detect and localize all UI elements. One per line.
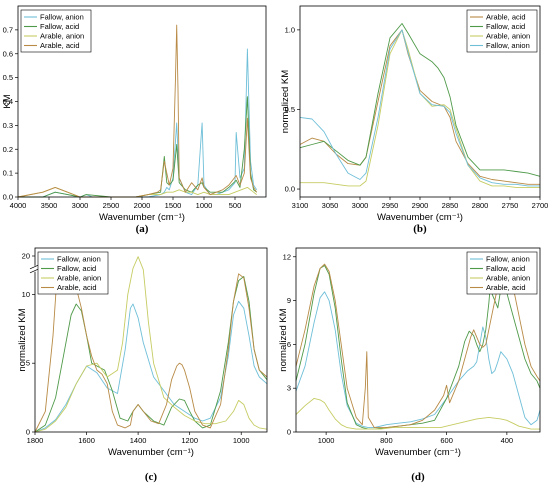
x-tick-label: 1500 [165, 201, 182, 210]
y-tick-label: 0.3 [3, 121, 13, 130]
y-tick-label: 0.1 [3, 169, 13, 178]
y-tick-label: 0.5 [285, 105, 295, 114]
x-tick-label: 4000 [10, 201, 27, 210]
y-tick-label: 0.0 [3, 193, 13, 202]
x-tick-label: 2900 [412, 201, 429, 210]
y-tick-label: 1.0 [285, 25, 295, 34]
x-tick-label: 3100 [292, 201, 309, 210]
y-tick-label: 0 [287, 428, 291, 437]
series-line-arable-acid [299, 29, 540, 185]
x-tick-label: 2000 [134, 201, 151, 210]
x-tick-label: 3000 [72, 201, 89, 210]
x-axis-label: Wavenumber (cm⁻¹) [108, 447, 194, 458]
series-line-fallow-anion [18, 48, 258, 198]
x-tick-label: 1800 [27, 436, 44, 445]
x-tick-label: 1400 [130, 436, 147, 445]
chart-panel-d: 1000 800 600 400 0 3 6 9 12 Wavenumber (cm⁻¹) norm… [278, 247, 541, 483]
x-tick-label: 2950 [382, 201, 399, 210]
axis-break-mark [29, 264, 40, 270]
x-axis-label: Wavenumber (cm⁻¹) [99, 212, 185, 223]
chart-panel-c: 1800 1600 1400 1200 1000 0 5 10 20 Wavenumber (cm… [17, 247, 268, 483]
x-tick-label: 1000 [233, 436, 250, 445]
x-tick-label: 2700 [532, 201, 549, 210]
legend-entry: Fallow, anion [486, 41, 530, 50]
y-tick-label: 0.2 [3, 145, 13, 154]
y-axis-label: KM [2, 94, 13, 108]
legend-entry: Fallow, anion [40, 13, 84, 22]
x-tick-label: 2800 [472, 201, 489, 210]
series-line-fallow-anion [299, 29, 540, 187]
x-tick-label: 400 [501, 436, 514, 445]
legend-entry: Fallow, acid [486, 264, 525, 273]
x-tick-label: 3050 [322, 201, 339, 210]
y-tick-label: 6 [287, 340, 291, 349]
y-tick-label: 0.0 [285, 185, 295, 194]
x-tick-label: 2850 [442, 201, 459, 210]
legend-entry: Fallow, acid [486, 22, 525, 31]
x-tick-label: 1200 [181, 436, 198, 445]
y-axis-label: normalized KM [280, 70, 291, 133]
y-tick-label: 20 [22, 252, 30, 261]
legend-entry: Arable, anion [486, 32, 530, 41]
x-tick-label: 1000 [196, 201, 213, 210]
panel-label: (b) [413, 223, 427, 235]
x-tick-label: 3500 [41, 201, 58, 210]
y-tick-label: 0 [26, 428, 30, 437]
series-line-arable-acid [34, 273, 268, 433]
series-line-arable-anion [34, 256, 268, 433]
y-tick-label: 0.4 [3, 97, 13, 106]
x-tick-label: 2500 [103, 201, 120, 210]
series-line-fallow-acid [34, 276, 268, 433]
y-tick-label: 12 [283, 252, 291, 261]
x-tick-label: 800 [380, 436, 393, 445]
y-axis-label: normalized KM [17, 308, 28, 371]
series-line-fallow-anion [295, 291, 541, 429]
y-tick-label: 0.6 [3, 49, 13, 58]
series-line-arable-anion [295, 397, 540, 430]
y-tick-label: 0.7 [3, 25, 13, 34]
panel-label: (d) [411, 471, 425, 483]
legend-entry: Fallow, anion [57, 255, 101, 264]
series-line-fallow-acid [299, 23, 541, 177]
y-tick-label: 5 [26, 359, 30, 368]
legend-entry: Arable, anion [57, 274, 101, 283]
y-tick-label: 9 [287, 296, 291, 305]
legend-entry: Arable, acid [57, 283, 97, 292]
y-tick-label: 3 [287, 384, 291, 393]
y-axis-label: normalized KM [278, 308, 289, 371]
panel-label: (a) [136, 223, 149, 235]
chart-panel-b: 3100 3050 3000 2950 2900 2850 2800 2750 2700 0.0 0… [280, 5, 549, 235]
axis-break-gap [30, 265, 40, 272]
legend-entry: Arable, anion [40, 32, 84, 41]
x-axis-label: Wavenumber (cm⁻¹) [377, 212, 463, 223]
panel-label: (c) [145, 471, 158, 483]
legend-entry: Arable, acid [40, 41, 80, 50]
legend-entry: Fallow, anion [486, 255, 530, 264]
x-tick-label: 3000 [352, 201, 369, 210]
y-tick-label: 0.5 [3, 73, 13, 82]
axis-break-mark [29, 268, 40, 274]
legend-entry: Fallow, acid [57, 264, 96, 273]
x-tick-label: 1600 [78, 436, 95, 445]
x-tick-label: 2750 [502, 201, 519, 210]
legend-entry: Fallow, acid [40, 22, 79, 31]
legend-entry: Arable, acid [486, 13, 526, 22]
plot-frame [34, 247, 268, 433]
chart-panel-a: 4000 3500 3000 2500 2000 1500 1000 500 0.0 0.1 0.2… [2, 5, 267, 235]
x-axis-label: Wavenumber (cm⁻¹) [375, 447, 461, 458]
legend-entry: Arable, acid [486, 283, 526, 292]
plot-frame [295, 247, 541, 433]
legend-entry: Arable, anion [486, 274, 530, 283]
x-tick-label: 600 [440, 436, 453, 445]
series-line-fallow-acid [18, 96, 257, 198]
y-tick-label: 10 [22, 290, 30, 299]
x-tick-label: 500 [229, 201, 242, 210]
x-tick-label: 1000 [318, 436, 335, 445]
